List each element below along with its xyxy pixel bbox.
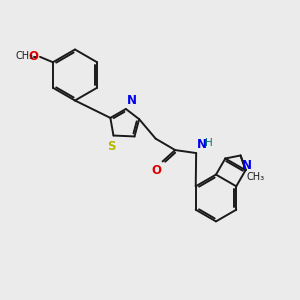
Text: H: H <box>205 138 212 148</box>
Text: CH₃: CH₃ <box>15 51 33 61</box>
Text: CH₃: CH₃ <box>247 172 265 182</box>
Text: O: O <box>152 164 161 177</box>
Text: N: N <box>242 159 252 172</box>
Text: S: S <box>107 140 115 153</box>
Text: N: N <box>128 94 137 106</box>
Text: O: O <box>28 50 38 63</box>
Text: N: N <box>197 138 207 151</box>
